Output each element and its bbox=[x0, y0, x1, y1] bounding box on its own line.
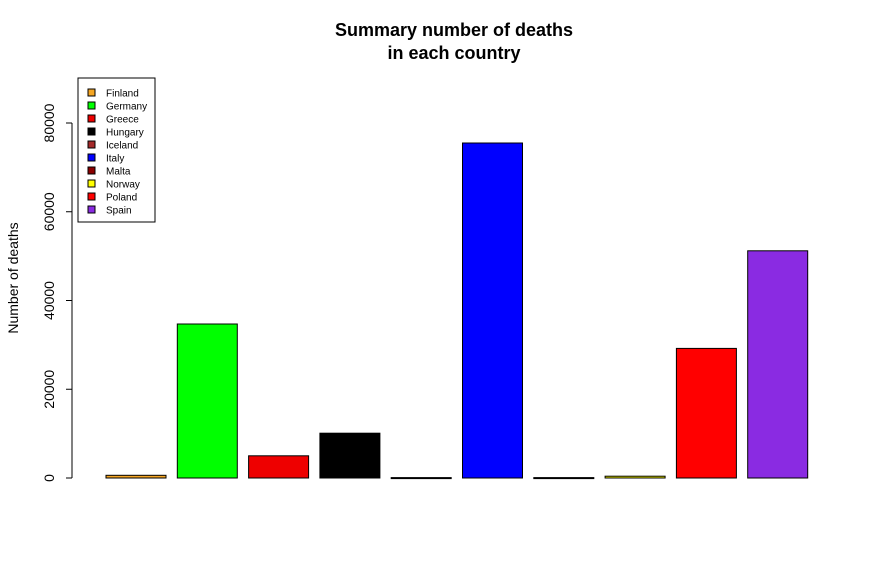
legend-swatch-spain bbox=[87, 205, 96, 214]
legend-swatch-italy bbox=[87, 153, 96, 162]
y-tick-label: 0 bbox=[41, 474, 57, 482]
chart-title-line-1: Summary number of deaths bbox=[335, 20, 573, 40]
y-tick-label: 60000 bbox=[41, 192, 57, 231]
legend-swatch-germany bbox=[87, 101, 96, 110]
y-tick-label: 20000 bbox=[41, 370, 57, 409]
legend-label-finland: Finland bbox=[106, 89, 139, 100]
legend-swatch-iceland bbox=[87, 140, 96, 149]
chart-title: Summary number of deaths in each country bbox=[335, 20, 573, 63]
legend-label-italy: Italy bbox=[106, 154, 124, 165]
bars bbox=[105, 142, 809, 480]
legend-label-malta: Malta bbox=[106, 167, 131, 178]
bar-hungary bbox=[319, 432, 381, 479]
legend: Finland Germany Greece Hungary Iceland Italy M… bbox=[77, 77, 156, 223]
y-tick-label: 40000 bbox=[41, 281, 57, 320]
legend-label-hungary: Hungary bbox=[106, 128, 144, 139]
bar-germany bbox=[176, 323, 238, 479]
legend-swatch-malta bbox=[87, 166, 96, 175]
legend-swatch-norway bbox=[87, 179, 96, 188]
y-axis: 0 20000 40000 60000 80000 bbox=[41, 103, 73, 482]
bar-poland bbox=[675, 347, 737, 479]
legend-label-spain: Spain bbox=[106, 206, 132, 217]
bar-spain bbox=[747, 250, 809, 479]
bar-norway bbox=[604, 475, 666, 479]
bar-italy bbox=[462, 142, 523, 479]
bar-malta bbox=[533, 477, 595, 480]
bar-finland bbox=[105, 474, 167, 479]
legend-swatch-poland bbox=[87, 192, 96, 201]
legend-label-norway: Norway bbox=[106, 180, 140, 191]
legend-swatch-greece bbox=[87, 114, 96, 123]
legend-swatch-finland bbox=[87, 88, 96, 97]
legend-label-poland: Poland bbox=[106, 193, 137, 204]
legend-label-iceland: Iceland bbox=[106, 141, 138, 152]
y-tick-label: 80000 bbox=[41, 103, 57, 142]
bar-iceland bbox=[390, 477, 452, 480]
chart-title-line-2: in each country bbox=[387, 43, 520, 63]
legend-label-germany: Germany bbox=[106, 102, 147, 113]
legend-label-greece: Greece bbox=[106, 115, 139, 126]
bar-greece bbox=[248, 455, 310, 479]
legend-swatch-hungary bbox=[87, 127, 96, 136]
y-axis-label: Number of deaths bbox=[5, 222, 21, 333]
